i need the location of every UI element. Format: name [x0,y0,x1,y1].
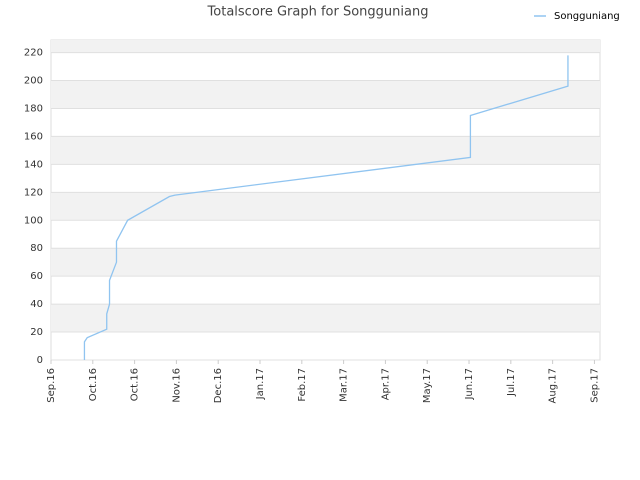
y-tick-label: 20 [30,327,43,338]
x-tick-label: Jun.17 [464,368,475,401]
y-tick-label: 160 [24,131,43,142]
x-tick-label: Sep.16 [46,368,57,403]
y-tick-label: 0 [37,355,43,366]
y-tick-label: 40 [30,299,43,310]
y-tick-label: 120 [24,187,43,198]
x-tick-label: Jan.17 [255,368,266,400]
x-tick-label: Dec.16 [213,368,224,403]
legend-label: Songguniang [554,11,620,22]
x-tick-label: Oct.16 [88,368,99,401]
x-tick-label: Jul.17 [506,368,517,397]
grid-band [51,136,600,165]
y-tick-label: 220 [24,48,43,59]
x-tick-label: Oct.16 [130,368,141,401]
x-tick-label: May.17 [422,368,433,403]
grid-band [51,248,600,277]
y-tick-label: 200 [24,76,43,87]
y-tick-label: 140 [24,159,43,170]
y-tick-label: 180 [24,103,43,114]
y-tick-label: 100 [24,215,43,226]
x-tick-label: Aug.17 [548,368,559,403]
x-tick-label: Mar.17 [339,368,350,402]
grid-band [51,304,600,333]
y-tick-label: 80 [30,243,43,254]
chart-title: Totalscore Graph for Songguniang [207,5,429,20]
x-tick-label: Apr.17 [380,368,391,400]
grid-band [51,192,600,221]
grid-band [51,40,600,53]
data-line [83,55,569,360]
y-tick-label: 60 [30,271,43,282]
grid-band [51,80,600,109]
x-tick-label: Nov.16 [171,368,182,403]
x-tick-label: Feb.17 [297,368,308,402]
x-tick-label: Sep.17 [589,368,600,403]
